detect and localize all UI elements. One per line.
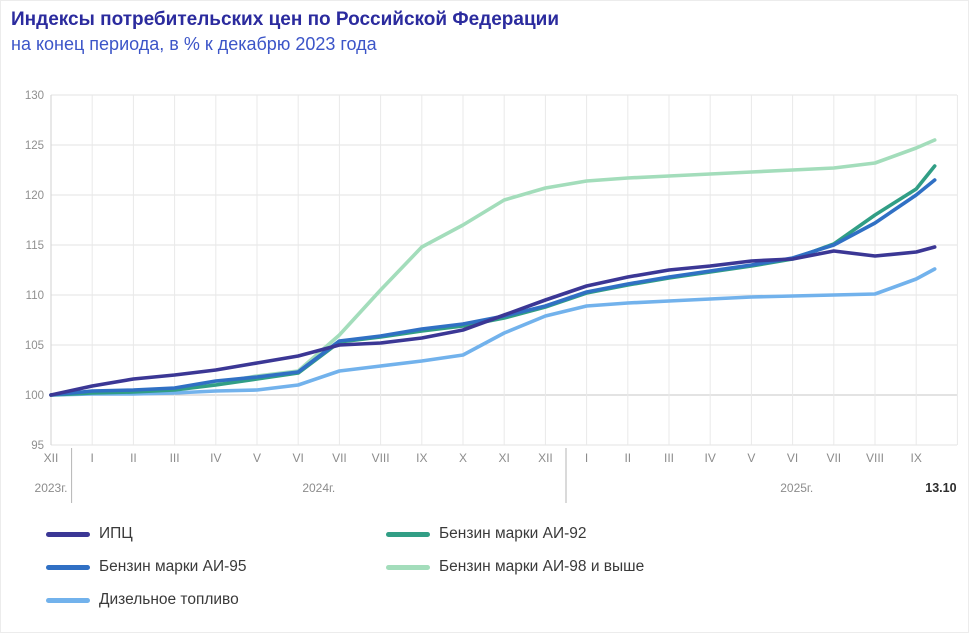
series-line-бензин-марки-аи-92 [49, 164, 937, 398]
x-axis-tick-label: VIII [866, 451, 884, 465]
x-axis-tick-label: II [130, 451, 137, 465]
legend-label: Бензин марки АИ-95 [99, 558, 247, 576]
x-axis-tick-label: I [91, 451, 94, 465]
x-axis-tick-label: XII [44, 451, 59, 465]
legend-swatch [386, 564, 430, 570]
x-axis-tick-label: VII [826, 451, 841, 465]
legend-label: Бензин марки АИ-92 [439, 525, 587, 543]
legend-swatch [46, 531, 90, 537]
y-axis-tick-label: 105 [25, 340, 44, 352]
year-label: 2025г. [780, 481, 813, 495]
y-axis-tick-label: 115 [26, 240, 44, 252]
series-line-бензин-марки-аи-95 [49, 178, 937, 398]
latest-date-label: 13.10 [925, 481, 956, 495]
legend-label: ИПЦ [99, 525, 133, 543]
year-label: 2024г. [302, 481, 335, 495]
x-axis-tick-label: IV [210, 451, 221, 465]
legend-item-ai95: Бензин марки АИ-95 [46, 558, 386, 576]
x-axis-tick-label: III [664, 451, 674, 465]
x-axis-tick-label: IV [705, 451, 716, 465]
legend-item-ipc: ИПЦ [46, 525, 386, 543]
y-axis-tick-label: 110 [26, 290, 44, 302]
series-line-ипц [49, 245, 937, 398]
page-subtitle: на конец периода, в % к декабрю 2023 год… [11, 33, 377, 54]
x-axis-tick-label: III [170, 451, 180, 465]
legend-item-ai98: Бензин марки АИ-98 и выше [386, 558, 968, 576]
x-axis-tick-label: VIII [372, 451, 390, 465]
chart-header: Индексы потребительских цен по Российско… [1, 1, 968, 55]
legend-item-diesel: Дизельное топливо [46, 591, 386, 609]
y-axis-tick-label: 95 [31, 440, 44, 452]
y-axis-tick-label: 120 [25, 190, 44, 202]
legend-swatch [386, 531, 430, 537]
x-axis-tick-label: IX [911, 451, 922, 465]
x-axis-tick-label: XII [538, 451, 553, 465]
x-axis-tick-label: II [624, 451, 631, 465]
y-axis-tick-label: 100 [25, 390, 44, 402]
legend-item-ai92: Бензин марки АИ-92 [386, 525, 968, 543]
x-axis-tick-label: VI [787, 451, 798, 465]
legend-label: Дизельное топливо [99, 591, 239, 609]
series-line-дизельное-топливо [49, 267, 937, 398]
legend-swatch [46, 564, 90, 570]
legend-swatch [46, 597, 90, 603]
page-title: Индексы потребительских цен по Российско… [11, 9, 559, 30]
x-axis-tick-label: V [747, 451, 755, 465]
x-axis-tick-label: IX [416, 451, 427, 465]
y-axis-tick-label: 130 [25, 90, 44, 102]
y-axis-tick-label: 125 [25, 140, 44, 152]
x-axis-tick-label: X [459, 451, 467, 465]
legend-label: Бензин марки АИ-98 и выше [439, 558, 645, 576]
series-line-бензин-марки-аи-98-и-выше [49, 138, 937, 398]
chart-legend: ИПЦ Бензин марки АИ-92 Бензин марки АИ-9… [46, 525, 968, 609]
x-axis-tick-label: XI [499, 451, 510, 465]
x-axis-tick-label: VI [293, 451, 304, 465]
x-axis-tick-label: V [253, 451, 261, 465]
x-axis-tick-label: I [585, 451, 588, 465]
x-axis-tick-label: VII [332, 451, 347, 465]
year-label: 2023г. [35, 481, 68, 495]
